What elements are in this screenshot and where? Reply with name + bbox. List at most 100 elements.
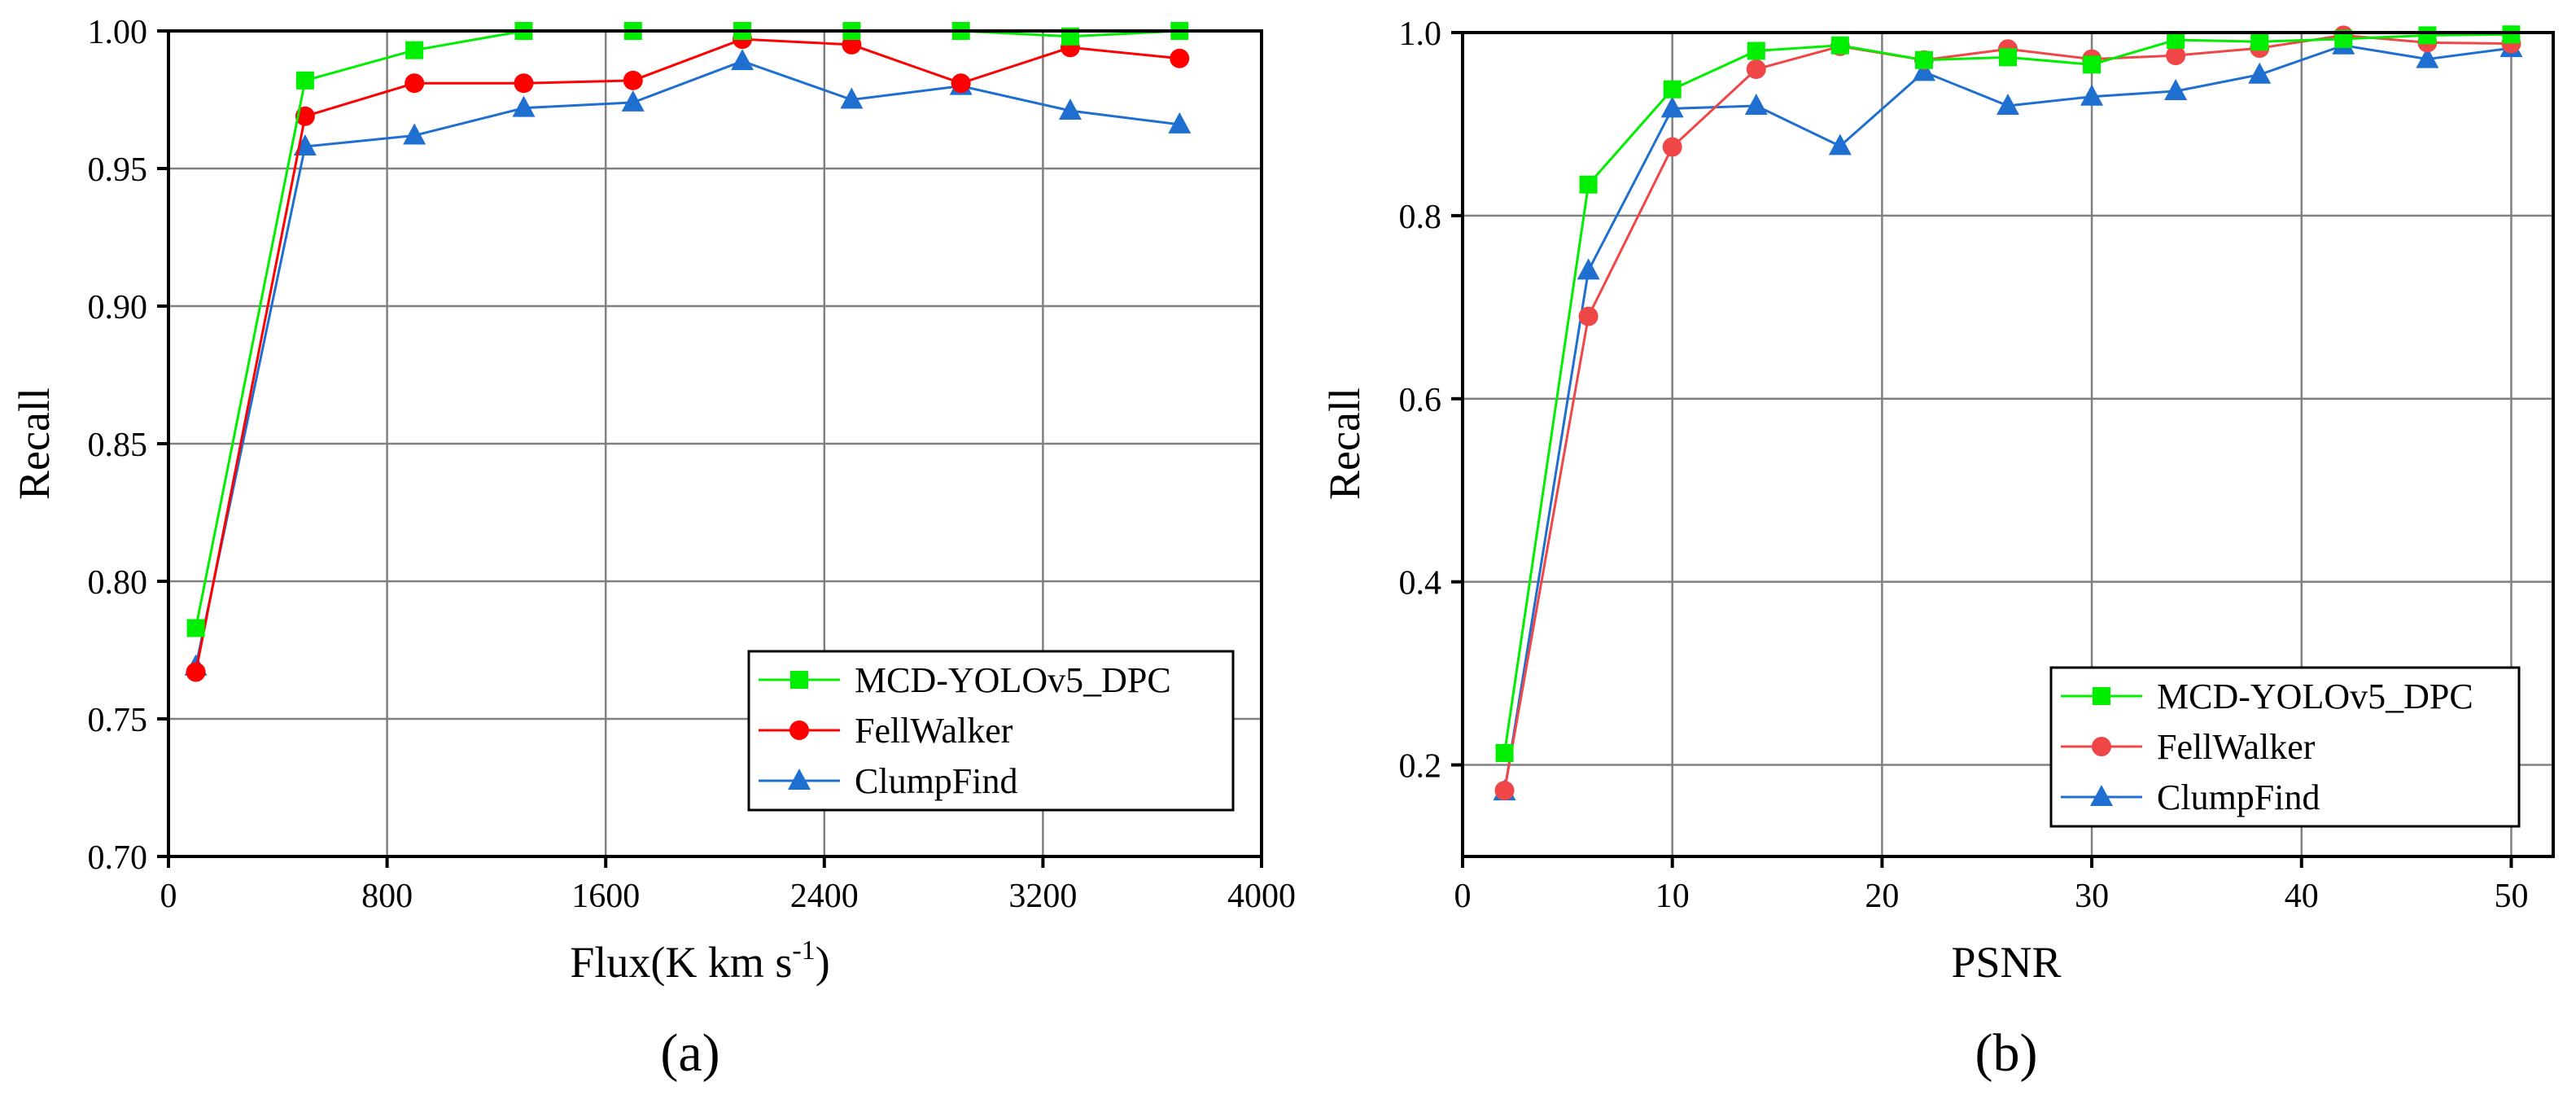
- clumpfind-a-point-3: [512, 95, 536, 117]
- y-tick-label-a-3: 0.85: [88, 427, 148, 464]
- x-tick-label-b-0: 0: [1454, 878, 1472, 915]
- x-tick-label-a-3: 2400: [790, 878, 859, 915]
- ticks-a: [157, 29, 1263, 868]
- panel-label-b: (b): [1975, 1023, 2038, 1083]
- y-tick-label-a-1: 0.75: [88, 702, 148, 739]
- series-layer-b: [1493, 25, 2523, 801]
- fellwalker-b-point-3: [1746, 59, 1766, 79]
- clumpfind-b-point-1: [1577, 258, 1600, 280]
- mcd-yolov5-dpc-b-point-5: [1914, 50, 1933, 69]
- mcd-yolov5-dpc-b-point-12: [2502, 25, 2521, 44]
- y-tick-label-a-0: 0.70: [88, 839, 148, 877]
- mcd-yolov5-dpc-b-point-8: [2167, 30, 2185, 49]
- x-tick-labels-a: 0 800 1600 2400 3200 4000: [160, 878, 1297, 915]
- clumpfind-b-point-7: [2080, 84, 2104, 106]
- x-axis-title-a: Flux(K km s-1): [570, 935, 829, 987]
- fellwalker-a-point-4: [623, 70, 643, 90]
- legend-item-mcd-yolov5-dpc-a: MCD-YOLOv5_DPC: [759, 660, 1171, 700]
- y-tick-label-a-4: 0.90: [88, 289, 148, 326]
- series-line-mcd-yolov5-dpc-a: [195, 29, 1180, 629]
- legend-item-fellwalker-a: FellWalker: [759, 711, 1013, 751]
- mcd-yolov5-dpc-b-point-9: [2250, 33, 2269, 51]
- y-tick-labels-a: 0.70 0.75 0.80 0.85 0.90 0.95 1.00: [88, 14, 148, 877]
- series-fellwalker-a: [186, 29, 1190, 682]
- legend-fellwalker-a-point-0: [789, 721, 809, 740]
- panel-label-a: (a): [660, 1023, 719, 1083]
- legend-a: MCD-YOLOv5_DPC FellWalker ClumpFind: [747, 650, 1235, 812]
- y-tick-label-b-0: 0.2: [1399, 748, 1442, 786]
- x-tick-label-a-4: 3200: [1008, 878, 1077, 915]
- plot-frame-b: [1461, 31, 2555, 858]
- legend-b: MCD-YOLOv5_DPC FellWalker ClumpFind: [2049, 666, 2521, 828]
- x-tick-label-b-1: 10: [1655, 878, 1690, 915]
- legend-label-clumpfind-b: ClumpFind: [2157, 777, 2320, 817]
- clumpfind-b-point-2: [1660, 96, 1684, 118]
- clumpfind-b-point-6: [1997, 93, 2019, 115]
- y-tick-label-b-1: 0.4: [1399, 565, 1442, 602]
- clumpfind-a-point-2: [403, 123, 426, 145]
- x-tick-label-a-1: 800: [361, 878, 413, 915]
- fellwalker-a-point-9: [1170, 48, 1190, 68]
- x-tick-labels-b: 0 10 20 30 40 50: [1454, 878, 2529, 915]
- clumpfind-b-point-9: [2248, 62, 2272, 84]
- x-axis-title-b: PSNR: [1951, 938, 2061, 987]
- x-tick-label-b-5: 50: [2494, 878, 2528, 915]
- y-tick-label-a-6: 1.00: [88, 14, 148, 51]
- y-tick-label-a-5: 0.95: [88, 151, 148, 189]
- ticks-b: [1451, 31, 2513, 868]
- y-tick-label-a-2: 0.80: [88, 564, 148, 602]
- x-axis-title-a-main: Flux(K km s: [570, 938, 792, 987]
- clumpfind-a-point-8: [1058, 99, 1082, 120]
- x-axis-title-a-end: ): [816, 938, 830, 987]
- legend-item-clumpfind-a: ClumpFind: [759, 761, 1018, 801]
- grid-a: [168, 31, 1262, 856]
- x-tick-label-b-4: 40: [2285, 878, 2319, 915]
- clumpfind-a-point-9: [1168, 112, 1192, 134]
- legend-label-mcd-yolov5-dpc-b: MCD-YOLOv5_DPC: [2157, 677, 2473, 716]
- legend-item-fellwalker-b: FellWalker: [2061, 727, 2316, 767]
- fellwalker-a-point-2: [405, 73, 425, 94]
- clumpfind-b-point-4: [1828, 134, 1852, 155]
- mcd-yolov5-dpc-b-point-2: [1663, 80, 1682, 99]
- y-axis-title-b: Recall: [1320, 388, 1369, 500]
- clumpfind-b-point-8: [2164, 78, 2188, 100]
- fellwalker-a-point-0: [186, 662, 206, 682]
- chart-a: 0 800 1600 2400 3200 4000 0.70 0.75 0.80 0.85 0.9…: [10, 14, 1296, 1083]
- fellwalker-a-point-7: [951, 73, 971, 94]
- y-tick-label-b-2: 0.6: [1399, 382, 1442, 419]
- clumpfind-a-point-5: [731, 49, 754, 71]
- mcd-yolov5-dpc-b-point-7: [2083, 55, 2101, 74]
- legend-fellwalker-b-point-0: [2092, 737, 2111, 756]
- clumpfind-b-point-5: [1912, 59, 1935, 81]
- clumpfind-a-point-6: [840, 87, 864, 109]
- fellwalker-a-point-3: [514, 73, 534, 94]
- fellwalker-b-point-2: [1662, 137, 1682, 157]
- x-tick-label-a-0: 0: [160, 878, 177, 915]
- mcd-yolov5-dpc-a-point-1: [295, 71, 314, 90]
- y-tick-label-b-4: 1.0: [1399, 15, 1442, 53]
- mcd-yolov5-dpc-a-point-2: [405, 41, 424, 59]
- series-line-fellwalker-a: [195, 37, 1180, 672]
- mcd-yolov5-dpc-b-point-3: [1747, 42, 1765, 60]
- legend-label-clumpfind-a: ClumpFind: [855, 761, 1018, 801]
- legend-item-mcd-yolov5-dpc-b: MCD-YOLOv5_DPC: [2061, 677, 2473, 716]
- mcd-yolov5-dpc-b-point-6: [1999, 48, 2017, 67]
- legend-label-fellwalker-b: FellWalker: [2157, 727, 2316, 767]
- fellwalker-b-point-0: [1494, 781, 1515, 801]
- mcd-yolov5-dpc-b-point-1: [1579, 175, 1598, 194]
- clumpfind-b-point-3: [1744, 93, 1768, 115]
- x-axis-title-a-sup: -1: [792, 935, 815, 966]
- x-tick-label-a-2: 1600: [571, 878, 640, 915]
- x-axis-title-b-main: PSNR: [1951, 938, 2061, 987]
- legend-mcd-yolov5-dpc-b-point-0: [2093, 687, 2110, 705]
- legend-clumpfind-a-point-0: [788, 769, 811, 790]
- series-mcd-yolov5-dpc-b: [1495, 25, 2521, 762]
- clumpfind-b-point-11: [2416, 46, 2439, 68]
- y-tick-labels-b: 0.2 0.4 0.6 0.8 1.0: [1399, 15, 1442, 786]
- mcd-yolov5-dpc-b-point-11: [2418, 26, 2437, 45]
- series-line-clumpfind-a: [195, 59, 1180, 668]
- mcd-yolov5-dpc-a-point-0: [186, 619, 205, 637]
- x-tick-label-a-5: 4000: [1227, 878, 1296, 915]
- legend-clumpfind-b-point-0: [2090, 785, 2113, 806]
